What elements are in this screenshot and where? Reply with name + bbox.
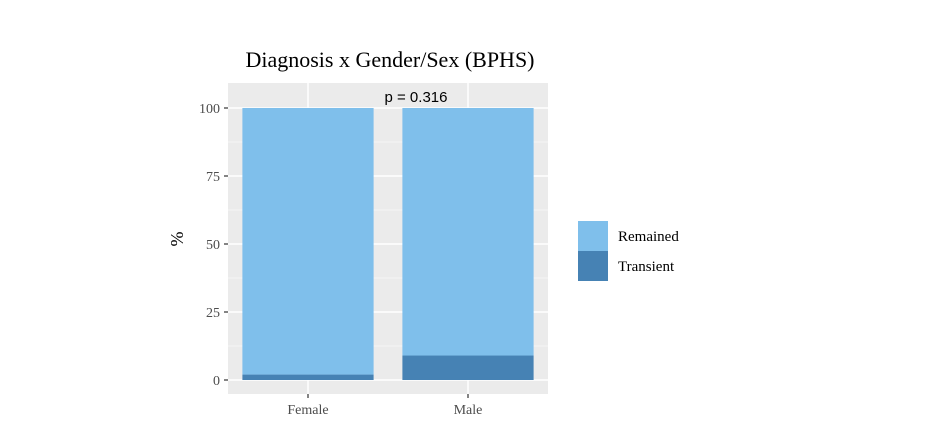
bars xyxy=(242,108,534,380)
p-value-annotation: p = 0.316 xyxy=(385,89,448,106)
legend-label-transient: Transient xyxy=(618,259,675,275)
bar-transient-female xyxy=(242,374,374,380)
legend-key-remained xyxy=(578,221,608,251)
y-tick-label: 50 xyxy=(206,238,220,253)
y-tick-label: 75 xyxy=(206,170,220,185)
bar-remained-male xyxy=(402,108,534,356)
y-tick-label: 100 xyxy=(199,102,220,117)
x-tick-label-female: Female xyxy=(287,403,328,418)
bar-transient-male xyxy=(402,355,534,380)
y-tick-label: 0 xyxy=(213,374,220,389)
axes: 0 25 50 75 100 Female Male xyxy=(199,102,482,418)
legend-label-remained: Remained xyxy=(618,229,679,245)
x-tick-label-male: Male xyxy=(454,403,483,418)
legend: Remained Transient xyxy=(578,221,679,281)
y-axis-label: % xyxy=(167,232,187,247)
legend-key-transient xyxy=(578,251,608,281)
bar-remained-female xyxy=(242,108,374,375)
chart-title: Diagnosis x Gender/Sex (BPHS) xyxy=(245,47,534,72)
y-tick-label: 25 xyxy=(206,306,220,321)
